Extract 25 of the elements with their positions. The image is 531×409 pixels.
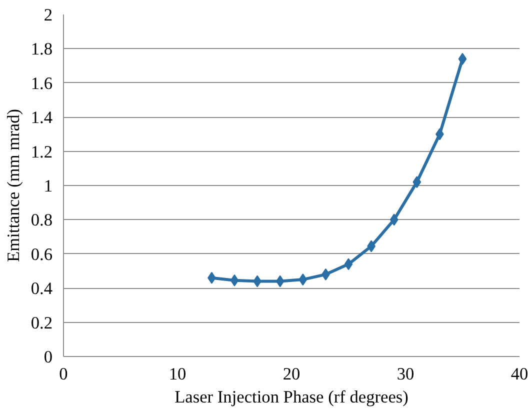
y-axis-title: Emittance (mm mrad) (4, 108, 23, 262)
y-tick-label: 0.2 (30, 313, 53, 332)
x-tick-label: 20 (282, 364, 300, 384)
point (390, 214, 398, 226)
x-axis-title: Laser Injection Phase (rf degrees) (174, 388, 409, 406)
y-tick-label: 2 (44, 6, 53, 24)
y-tick-label: 1.6 (30, 74, 53, 93)
y-tick-label: 0.8 (30, 210, 53, 230)
x-tick-label: 0 (59, 364, 68, 384)
x-tick-label: 30 (396, 364, 414, 384)
x-tick-label: 40 (510, 364, 528, 384)
y-tick-label: 0.6 (30, 244, 53, 264)
y-tick-label: 1.4 (30, 108, 53, 128)
y-tick-label: 1.8 (30, 40, 53, 59)
point (276, 275, 284, 288)
point (344, 258, 353, 270)
point (298, 274, 308, 286)
point (230, 274, 239, 286)
y-tick-label: 0 (44, 348, 53, 366)
y-tick-label: 1.2 (30, 142, 53, 162)
y-tick-label: 0.4 (30, 279, 53, 298)
point (412, 176, 422, 188)
y-tick-label: 1 (44, 176, 53, 196)
point (458, 52, 467, 65)
x-tick-label: 10 (168, 364, 186, 384)
